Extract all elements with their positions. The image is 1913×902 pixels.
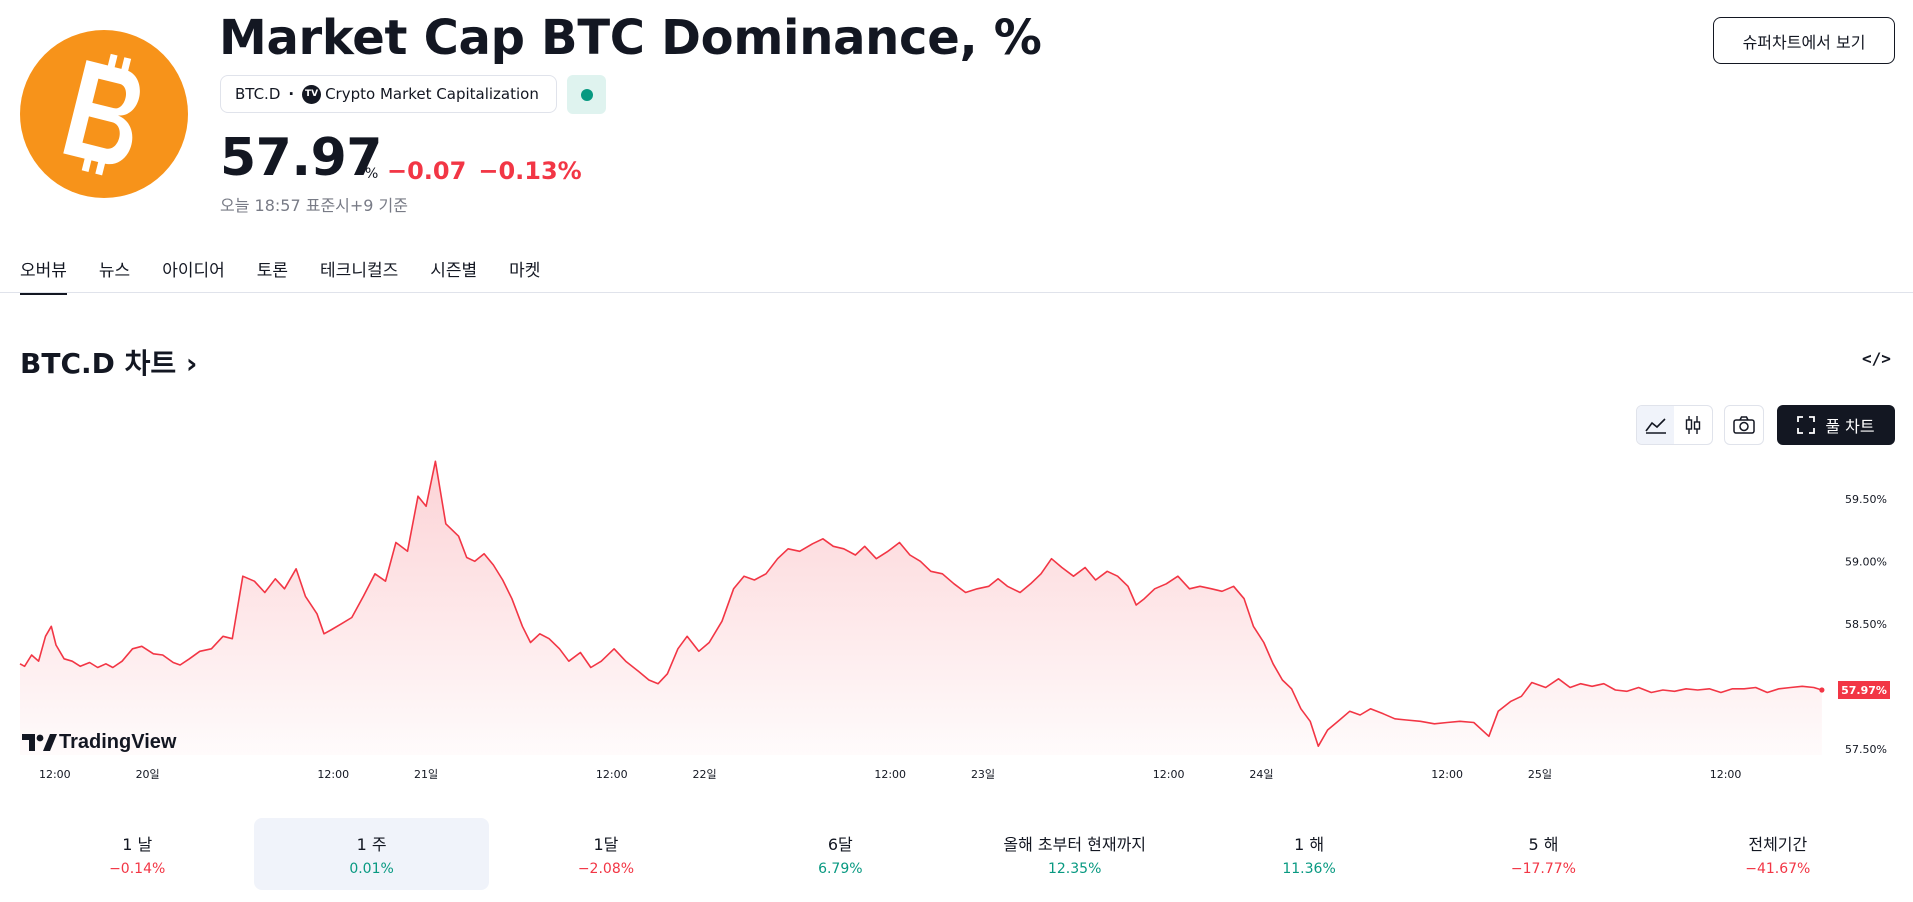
period-label: 전체기간 bbox=[1748, 835, 1808, 854]
x-tick-label: 12:00 bbox=[596, 768, 628, 781]
candles-icon[interactable] bbox=[1674, 406, 1711, 444]
embed-icon[interactable]: </> bbox=[1862, 349, 1891, 368]
watermark-text: TradingView bbox=[59, 731, 177, 753]
x-tick-label: 12:00 bbox=[1153, 768, 1185, 781]
period-change: −41.67% bbox=[1745, 861, 1811, 877]
x-tick-label: 24일 bbox=[1249, 767, 1273, 781]
x-tick-label: 12:00 bbox=[1710, 768, 1742, 781]
tab-ideas[interactable]: 아이디어 bbox=[162, 261, 225, 281]
period-ytd[interactable]: 올해 초부터 현재까지 12.35% bbox=[958, 818, 1192, 890]
period-1y[interactable]: 1 해 11.36% bbox=[1192, 818, 1426, 890]
fullscreen-icon bbox=[1797, 416, 1816, 434]
chart-style-toggle bbox=[1636, 405, 1713, 445]
price-unit: % bbox=[365, 166, 379, 182]
x-tick-label: 23일 bbox=[971, 767, 995, 781]
period-label: 올해 초부터 현재까지 bbox=[1003, 835, 1147, 854]
y-tick-label: 59.50% bbox=[1845, 493, 1887, 506]
y-tick-label: 57.50% bbox=[1845, 743, 1887, 756]
full-chart-label: 풀 차트 bbox=[1825, 417, 1875, 436]
period-performance-row: 1 날 −0.14% 1 주 0.01% 1달 −2.08% 6달 6.79% 올해 초… bbox=[20, 818, 1895, 890]
price-timestamp: 오늘 18:57 표준시+9 기준 bbox=[220, 196, 408, 215]
period-label: 6달 bbox=[827, 835, 853, 854]
market-status-indicator[interactable] bbox=[567, 75, 606, 114]
x-tick-label: 22일 bbox=[692, 767, 716, 781]
tab-seasonals[interactable]: 시즌별 bbox=[430, 261, 478, 281]
period-change: 12.35% bbox=[1047, 861, 1102, 877]
period-change: 6.79% bbox=[818, 861, 863, 877]
exchange-name: Crypto Market Capitalization bbox=[325, 85, 539, 103]
symbol-info[interactable]: BTC.D · TV Crypto Market Capitalization bbox=[220, 75, 557, 113]
separator-dot: · bbox=[288, 85, 295, 103]
y-tick-label: 59.00% bbox=[1845, 555, 1887, 568]
price-change: −0.07 −0.13% bbox=[387, 157, 582, 185]
period-label: 1 주 bbox=[356, 835, 387, 854]
tab-discussion[interactable]: 토론 bbox=[256, 261, 289, 281]
period-change: 0.01% bbox=[349, 861, 394, 877]
x-tick-label: 25일 bbox=[1528, 767, 1552, 781]
x-tick-label: 12:00 bbox=[1431, 768, 1463, 781]
x-tick-label: 12:00 bbox=[39, 768, 71, 781]
tab-news[interactable]: 뉴스 bbox=[98, 261, 131, 281]
last-price: 57.97 bbox=[220, 128, 382, 188]
exchange-icon: TV bbox=[302, 84, 322, 104]
tab-bar: 오버뷰 뉴스 아이디어 토론 테크니컬즈 시즌별 마켓 bbox=[20, 256, 572, 295]
period-1m[interactable]: 1달 −2.08% bbox=[489, 818, 723, 890]
price-area-fill bbox=[20, 461, 1822, 755]
x-tick-label: 21일 bbox=[414, 767, 438, 781]
period-change: 11.36% bbox=[1282, 861, 1336, 877]
camera-icon[interactable] bbox=[1724, 405, 1764, 445]
tab-markets[interactable]: 마켓 bbox=[509, 261, 541, 281]
open-superchart-button[interactable]: 슈퍼차트에서 보기 bbox=[1713, 17, 1895, 64]
change-absolute: −0.07 bbox=[387, 157, 467, 185]
period-change: −0.14% bbox=[109, 861, 166, 877]
tradingview-watermark[interactable]: TradingView bbox=[22, 731, 177, 753]
chart-heading-link[interactable]: BTC.D 차트 › bbox=[20, 342, 197, 382]
tabs-divider bbox=[0, 292, 1913, 293]
y-tick-label: 58.50% bbox=[1845, 618, 1887, 631]
period-6m[interactable]: 6달 6.79% bbox=[723, 818, 957, 890]
status-dot-icon bbox=[580, 88, 593, 101]
x-tick-label: 20일 bbox=[136, 767, 160, 781]
tab-overview[interactable]: 오버뷰 bbox=[20, 256, 67, 295]
bitcoin-logo-icon bbox=[20, 30, 188, 198]
chart-heading-text: BTC.D 차트 bbox=[20, 347, 177, 380]
last-price-tag-text: 57.97% bbox=[1841, 684, 1887, 697]
tab-technicals[interactable]: 테크니컬즈 bbox=[320, 261, 399, 281]
period-label: 1달 bbox=[593, 835, 619, 854]
last-price-tag bbox=[1838, 681, 1890, 699]
area-chart-icon[interactable] bbox=[1637, 406, 1674, 444]
period-change: −17.77% bbox=[1510, 861, 1576, 877]
full-chart-button[interactable]: 풀 차트 bbox=[1777, 405, 1895, 445]
period-1d[interactable]: 1 날 −0.14% bbox=[20, 818, 254, 890]
period-5y[interactable]: 5 해 −17.77% bbox=[1426, 818, 1660, 890]
x-tick-label: 12:00 bbox=[317, 768, 349, 781]
period-all[interactable]: 전체기간 −41.67% bbox=[1661, 818, 1895, 890]
period-label: 1 날 bbox=[122, 835, 153, 854]
period-label: 1 해 bbox=[1294, 835, 1325, 854]
price-line bbox=[19, 460, 1823, 747]
symbol-ticker: BTC.D bbox=[235, 85, 281, 103]
period-change: −2.08% bbox=[577, 861, 635, 877]
page-title: Market Cap BTC Dominance, % bbox=[219, 10, 1042, 66]
period-1w[interactable]: 1 주 0.01% bbox=[254, 818, 489, 890]
last-price-dot bbox=[1819, 687, 1825, 693]
price-chart[interactable]: 59.50% 59.00% 58.50% 57.50% 57.97% 12:00 20일 1… bbox=[0, 455, 1913, 795]
period-label: 5 해 bbox=[1528, 835, 1559, 854]
change-percent: −0.13% bbox=[478, 157, 582, 185]
x-tick-label: 12:00 bbox=[874, 768, 906, 781]
chevron-right-icon: › bbox=[185, 347, 198, 380]
